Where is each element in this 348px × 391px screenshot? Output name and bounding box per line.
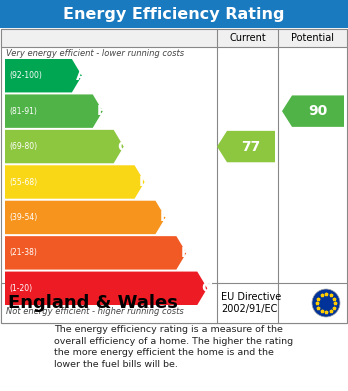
Text: G: G (201, 281, 213, 295)
Circle shape (312, 289, 340, 317)
Polygon shape (5, 95, 103, 128)
Polygon shape (217, 131, 275, 162)
Bar (1, 29, 347, 47)
Text: (39-54): (39-54) (9, 213, 37, 222)
Bar (1, 283, 347, 323)
Text: The energy efficiency rating is a measure of the
overall efficiency of a home. T: The energy efficiency rating is a measur… (54, 325, 294, 369)
Polygon shape (5, 272, 207, 305)
Text: (69-80): (69-80) (9, 142, 37, 151)
Text: Not energy efficient - higher running costs: Not energy efficient - higher running co… (6, 307, 184, 316)
Polygon shape (5, 236, 187, 269)
Polygon shape (5, 165, 144, 199)
Text: A: A (76, 69, 87, 83)
Polygon shape (5, 59, 82, 92)
Text: B: B (97, 104, 108, 118)
Polygon shape (5, 201, 166, 234)
Text: 90: 90 (308, 104, 327, 118)
Text: Very energy efficient - lower running costs: Very energy efficient - lower running co… (6, 49, 184, 58)
Bar (0, 0, 348, 28)
Text: EU Directive: EU Directive (221, 292, 281, 302)
Text: (21-38): (21-38) (9, 248, 37, 257)
Text: England & Wales: England & Wales (8, 294, 178, 312)
Text: D: D (139, 175, 150, 189)
Bar (1, 29, 347, 323)
Text: 77: 77 (242, 140, 261, 154)
Text: Energy Efficiency Rating: Energy Efficiency Rating (63, 7, 285, 22)
Text: (81-91): (81-91) (9, 107, 37, 116)
Polygon shape (5, 130, 124, 163)
Text: (92-100): (92-100) (9, 71, 42, 80)
Text: (55-68): (55-68) (9, 178, 37, 187)
Text: Current: Current (229, 33, 266, 43)
Text: C: C (118, 140, 128, 154)
Polygon shape (282, 95, 344, 127)
Text: F: F (180, 246, 190, 260)
Text: Potential: Potential (292, 33, 334, 43)
Text: 2002/91/EC: 2002/91/EC (221, 304, 277, 314)
Text: (1-20): (1-20) (9, 284, 32, 293)
Text: E: E (159, 210, 169, 224)
